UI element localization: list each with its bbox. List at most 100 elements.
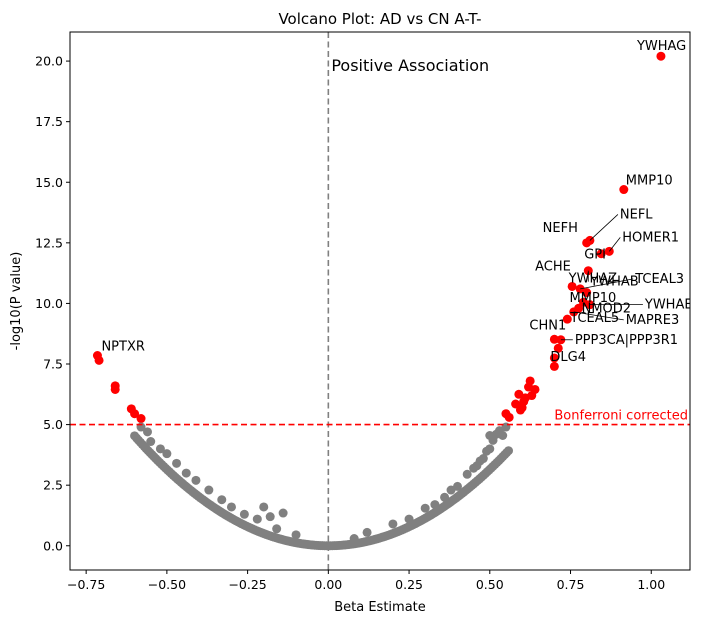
point-label: YWHAG [636, 39, 686, 54]
significant-point [110, 384, 120, 394]
significant-point [562, 314, 572, 324]
axes: −0.75 −0.50 −0.25 0.00 0.25 0.50 0.75 1.00 0.0 2.… [35, 54, 665, 592]
significant-point [567, 281, 577, 291]
y-tick-label: 20.0 [35, 54, 63, 69]
y-tick-label: 2.5 [43, 478, 63, 493]
y-tick-label: 5.0 [43, 417, 63, 432]
nonsignificant-point [272, 524, 282, 534]
point-label: PPP3CA|PPP3R1 [575, 333, 678, 348]
point-label: NEFH [543, 221, 578, 236]
point-label: YWHAZ [568, 272, 617, 287]
significant-point [94, 355, 104, 365]
significant-point [549, 361, 559, 371]
chart-title: Volcano Plot: AD vs CN A-T- [278, 10, 481, 28]
significant-point [582, 288, 592, 298]
nonsignificant-point [462, 469, 472, 479]
nonsignificant-point [191, 475, 201, 485]
y-tick-label: 15.0 [35, 175, 63, 190]
nonsignificant-point [420, 503, 430, 513]
point-label: MMP10 [569, 291, 616, 306]
point-label: TCEAL3 [634, 272, 684, 287]
positive-association-annotation: Positive Association [331, 56, 489, 75]
significant-point [136, 414, 146, 424]
nonsignificant-point [485, 431, 495, 440]
point-label: GPI [584, 248, 606, 263]
x-tick-label: −0.75 [67, 577, 105, 592]
nonsignificant-point [204, 485, 214, 495]
point-label: DLG4 [550, 350, 586, 365]
nonsignificant-point [440, 492, 450, 502]
x-axis-label: Beta Estimate [334, 600, 426, 615]
significant-point [553, 343, 563, 353]
point-label: ACHE [535, 259, 571, 274]
nonsignificant-point [252, 514, 262, 524]
nonsignificant-point [259, 502, 269, 512]
x-tick-label: 0.75 [557, 577, 585, 592]
nonsignificant-point [226, 502, 236, 512]
label-leader-line [608, 237, 621, 252]
point-label: MMP10 [626, 174, 673, 189]
significant-point [549, 353, 559, 363]
point-label: TCEAL5 [569, 311, 619, 326]
plot-area: YWHAGMMP10NEFLNEFHHOMER1GPIYWHABACHETCEA… [70, 32, 693, 570]
x-tick-label: 0.50 [476, 577, 504, 592]
point-label: YWHAE [644, 298, 693, 313]
point-label: CHN1 [529, 318, 566, 333]
significant-point [549, 334, 559, 344]
nonsignificant-point [388, 519, 398, 529]
y-tick-label: 7.5 [43, 357, 63, 372]
significant-point [515, 405, 525, 415]
label-leader-line [589, 214, 619, 241]
bonferroni-threshold-label: Bonferroni corrected [554, 409, 688, 424]
significant-point [596, 249, 606, 259]
nonsignificant-point [478, 454, 488, 464]
nonsignificant-point [482, 446, 492, 456]
nonsignificant-point [155, 444, 165, 454]
x-tick-label: 0.00 [314, 577, 342, 592]
significant-point [656, 51, 666, 61]
significant-point [525, 376, 535, 386]
y-tick-label: 12.5 [35, 235, 63, 250]
nonsignificant-point [349, 533, 359, 543]
nonsignificant-point [430, 500, 440, 510]
nonsignificant-point [453, 481, 462, 491]
x-tick-label: 1.00 [637, 577, 665, 592]
x-tick-label: 0.25 [395, 577, 423, 592]
nonsignificant-point [146, 437, 156, 447]
nonsignificant-point [172, 458, 182, 468]
nonsignificant-point [143, 427, 152, 437]
point-label: NMOD2 [582, 301, 631, 316]
significant-point [519, 397, 529, 407]
significant-point [130, 409, 140, 419]
nonsignificant-point [291, 530, 301, 540]
nonsignificant-point [265, 512, 275, 522]
x-tick-label: −0.25 [228, 577, 266, 592]
y-tick-label: 10.0 [35, 296, 63, 311]
significant-point [504, 412, 514, 422]
y-axis-label: -log10(P value) [9, 252, 24, 351]
point-label: NEFL [620, 207, 653, 222]
significant-point [530, 384, 540, 394]
nonsignificant-point [217, 495, 227, 505]
point-label: HOMER1 [622, 230, 679, 245]
nonsignificant-point [498, 431, 508, 440]
label-leader-line [580, 278, 634, 290]
x-tick-label: −0.50 [148, 577, 186, 592]
background-point [504, 446, 514, 456]
significant-point [582, 238, 592, 248]
nonsignificant-point [181, 468, 191, 478]
plot-frame [69, 31, 691, 571]
point-label: NPTXR [101, 340, 144, 355]
nonsignificant-point [239, 509, 249, 519]
point-label: MAPRE3 [626, 313, 679, 328]
nonsignificant-point [278, 508, 288, 518]
y-tick-label: 0.0 [43, 538, 63, 553]
label-leader-line [573, 311, 624, 321]
nonsignificant-point [162, 449, 172, 459]
nonsignificant-point [404, 514, 414, 524]
nonsignificant-point [362, 527, 372, 537]
y-tick-label: 17.5 [35, 114, 63, 129]
significant-point [619, 185, 629, 195]
point-labels: YWHAGMMP10NEFLNEFHHOMER1GPIYWHABACHETCEA… [101, 39, 693, 365]
